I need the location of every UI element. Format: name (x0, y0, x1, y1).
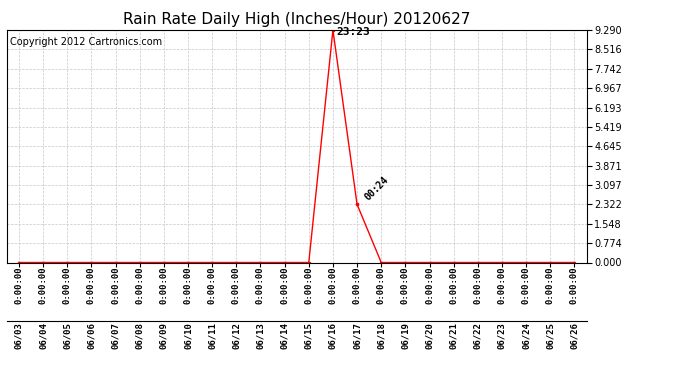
Text: 0:00:00: 0:00:00 (159, 266, 168, 304)
Text: 0:00:00: 0:00:00 (184, 266, 193, 304)
Text: 0:00:00: 0:00:00 (14, 266, 23, 304)
Text: 0:00:00: 0:00:00 (208, 266, 217, 304)
Text: 06/10: 06/10 (184, 322, 193, 350)
Text: 06/06: 06/06 (87, 322, 96, 350)
Text: 0:00:00: 0:00:00 (87, 266, 96, 304)
Text: Copyright 2012 Cartronics.com: Copyright 2012 Cartronics.com (10, 37, 162, 47)
Text: 06/15: 06/15 (304, 322, 313, 350)
Text: 23:23: 23:23 (337, 27, 371, 37)
Text: 0:00:00: 0:00:00 (546, 266, 555, 304)
Text: 06/13: 06/13 (256, 322, 265, 350)
Text: 06/24: 06/24 (522, 322, 531, 350)
Text: 0:00:00: 0:00:00 (401, 266, 410, 304)
Text: 06/16: 06/16 (328, 322, 337, 350)
Text: 06/05: 06/05 (63, 322, 72, 350)
Text: 06/14: 06/14 (280, 322, 289, 350)
Text: 0:00:00: 0:00:00 (328, 266, 337, 304)
Text: 06/04: 06/04 (39, 322, 48, 350)
Text: 06/18: 06/18 (377, 322, 386, 350)
Text: 06/23: 06/23 (497, 322, 506, 350)
Text: 06/07: 06/07 (111, 322, 120, 350)
Text: 0:00:00: 0:00:00 (353, 266, 362, 304)
Text: 06/12: 06/12 (232, 322, 241, 350)
Text: 0:00:00: 0:00:00 (570, 266, 579, 304)
Text: 06/26: 06/26 (570, 322, 579, 350)
Text: 06/19: 06/19 (401, 322, 410, 350)
Text: 0:00:00: 0:00:00 (304, 266, 313, 304)
Text: 0:00:00: 0:00:00 (473, 266, 482, 304)
Text: 0:00:00: 0:00:00 (522, 266, 531, 304)
Text: 0:00:00: 0:00:00 (377, 266, 386, 304)
Text: 06/25: 06/25 (546, 322, 555, 350)
Text: 0:00:00: 0:00:00 (425, 266, 434, 304)
Text: 06/08: 06/08 (135, 322, 144, 350)
Text: 0:00:00: 0:00:00 (449, 266, 458, 304)
Text: 06/09: 06/09 (159, 322, 168, 350)
Text: 0:00:00: 0:00:00 (111, 266, 120, 304)
Text: 0:00:00: 0:00:00 (135, 266, 144, 304)
Title: Rain Rate Daily High (Inches/Hour) 20120627: Rain Rate Daily High (Inches/Hour) 20120… (123, 12, 471, 27)
Text: 00:24: 00:24 (363, 175, 391, 202)
Text: 06/11: 06/11 (208, 322, 217, 350)
Text: 0:00:00: 0:00:00 (39, 266, 48, 304)
Text: 0:00:00: 0:00:00 (497, 266, 506, 304)
Text: 06/22: 06/22 (473, 322, 482, 350)
Text: 0:00:00: 0:00:00 (63, 266, 72, 304)
Text: 06/17: 06/17 (353, 322, 362, 350)
Text: 06/20: 06/20 (425, 322, 434, 350)
Text: 0:00:00: 0:00:00 (232, 266, 241, 304)
Text: 06/21: 06/21 (449, 322, 458, 350)
Text: 06/03: 06/03 (14, 322, 23, 350)
Text: 0:00:00: 0:00:00 (280, 266, 289, 304)
Text: 0:00:00: 0:00:00 (256, 266, 265, 304)
